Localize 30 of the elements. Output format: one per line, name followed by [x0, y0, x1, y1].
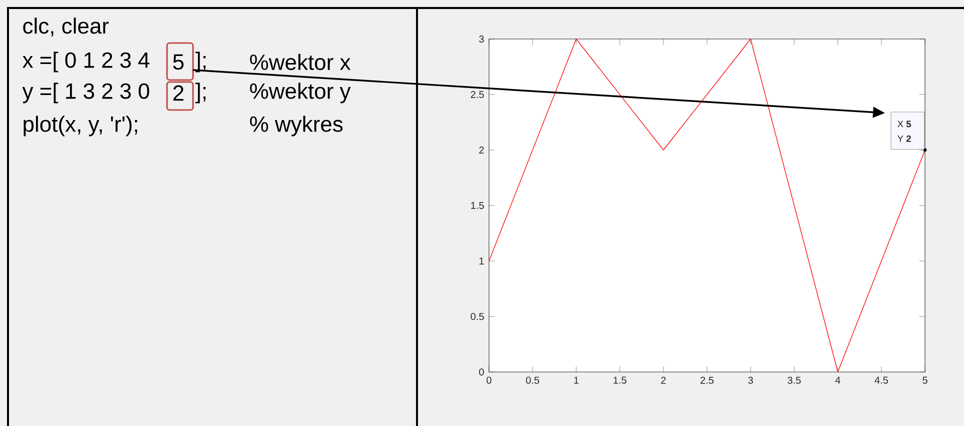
x-tick-label: 3: [748, 376, 753, 384]
text: ];: [195, 82, 206, 104]
text: 5: [173, 54, 184, 70]
annotation: X 5: [897, 120, 912, 128]
text: % wykres: [250, 116, 343, 136]
text: 2: [173, 85, 184, 101]
text: %wektor y: [250, 82, 351, 104]
x-tick-label: 3.5: [788, 376, 801, 384]
text: plot(x, y, 'r');: [24, 116, 138, 136]
x-tick-label: 2: [661, 376, 666, 384]
y-tick-label: 1.5: [471, 202, 484, 209]
y-tick-label: 2: [479, 146, 484, 154]
x-tick-label: 1: [574, 376, 579, 384]
text: clc, clear: [23, 18, 109, 36]
x-tick-label: 4: [835, 376, 840, 384]
x-tick-label: 1.5: [614, 376, 626, 384]
x-tick-label: 5: [922, 376, 928, 384]
text: %wektor x: [250, 54, 350, 70]
y-tick-label: 2.5: [470, 90, 484, 98]
y-tick-label: 0: [479, 368, 484, 376]
x-tick-label: 0: [486, 376, 492, 384]
x-tick-label: 2.5: [700, 376, 714, 384]
text: x =[ 0 1 2 3 4: [22, 52, 150, 72]
y-tick-label: 1: [479, 258, 484, 264]
annotation: Y 2: [897, 135, 911, 142]
text: y =[ 1 3 2 3 0: [22, 82, 150, 104]
y-tick-label: 3: [479, 35, 484, 43]
y-tick-label: 0.5: [470, 312, 484, 320]
x-tick-label: 4.5: [874, 376, 888, 384]
x-tick-label: 0.5: [526, 376, 540, 384]
